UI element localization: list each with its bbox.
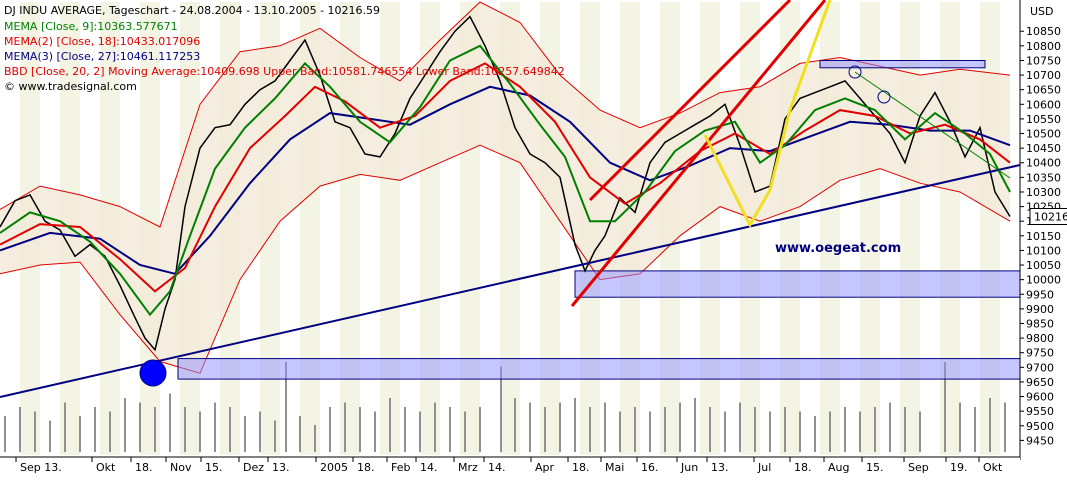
legend-entry: MEMA(2) [Close, 18]:10433.017096 [4, 35, 200, 48]
y-axis-panel [1020, 0, 1067, 480]
x-tick-label: 18. [135, 461, 153, 474]
y-tick-label: 10450 [1026, 142, 1061, 155]
x-tick-label: Jul [757, 461, 771, 474]
y-tick-label: 10800 [1026, 40, 1061, 53]
y-tick-label: 10550 [1026, 113, 1061, 126]
x-tick-label: Sep [908, 461, 929, 474]
long-trendline [0, 164, 1021, 398]
support-zone-upper [574, 270, 1021, 298]
x-tick-label: 13. [711, 461, 729, 474]
x-tick-label: Okt [96, 461, 116, 474]
y-tick-label: 10050 [1026, 259, 1061, 272]
channel-line-upper [588, 0, 792, 202]
x-tick-label: Jun [680, 461, 698, 474]
legend-layer: DJ INDU AVERAGE, Tageschart - 24.08.2004… [4, 4, 565, 93]
y-tick-label: 10150 [1026, 230, 1061, 243]
y-tick-label: 10850 [1026, 25, 1061, 38]
x-tick-label: Apr [535, 461, 555, 474]
x-tick-label: Feb [391, 461, 410, 474]
y-tick-label: 10300 [1026, 186, 1061, 199]
legend-entry: MEMA(3) [Close, 27]:10461.117253 [4, 50, 200, 63]
x-tick-label: 14. [420, 461, 438, 474]
y-tick-label: 9800 [1026, 332, 1054, 345]
bollinger-layer [0, 1, 1011, 374]
support-zone-lower [177, 358, 1021, 380]
y-tick-label: 10700 [1026, 69, 1061, 82]
y-tick-label: 10350 [1026, 171, 1061, 184]
price-line [0, 15, 1011, 352]
y-tick-label: 9900 [1026, 303, 1054, 316]
y-tick-label: 10100 [1026, 244, 1061, 257]
y-tick-label: 10650 [1026, 84, 1061, 97]
y-tick-label: 9450 [1026, 434, 1054, 447]
x-tick-label: 14. [488, 461, 506, 474]
y-tick-label: 10750 [1026, 55, 1061, 68]
legend-entry: MEMA [Close, 9]:10363.577671 [4, 20, 178, 33]
pivot-marker [848, 65, 862, 79]
drawing-layer: www.oegeat.com [0, 0, 1021, 398]
x-axis-panel [0, 457, 1020, 480]
volume-layer [4, 362, 1006, 452]
x-tick-label: 2005 [320, 461, 348, 474]
mema-27-line [0, 85, 1011, 275]
background-stripe [980, 2, 1000, 455]
background-stripe [900, 2, 920, 455]
x-tick-label: Sep 13. [20, 461, 62, 474]
y-tick-label: 10000 [1026, 274, 1061, 287]
legend-entry: BBD [Close, 20, 2] Moving Average:10409.… [4, 65, 565, 78]
series-layer [0, 15, 1011, 352]
x-tick-label: 15. [866, 461, 884, 474]
resistance-zone [819, 60, 986, 69]
y-tick-label: 9550 [1026, 405, 1054, 418]
zone-layer [177, 60, 1021, 380]
pivot-marker [877, 90, 891, 104]
legend-entry: © www.tradesignal.com [4, 80, 137, 93]
y-tick-label: 9700 [1026, 361, 1054, 374]
mema-9-line [0, 44, 1011, 317]
wave-pattern-line [703, 0, 832, 229]
x-tick-label: 18. [794, 461, 812, 474]
y-tick-label: 10400 [1026, 157, 1061, 170]
x-tick-label: Nov [170, 461, 192, 474]
background-stripe [700, 2, 720, 455]
x-tick-label: 19. [950, 461, 968, 474]
y-tick-label: 9600 [1026, 391, 1054, 404]
x-tick-label: 13. [272, 461, 290, 474]
last-price-box [1029, 208, 1067, 225]
bollinger-upper-band [0, 1, 1011, 228]
chart-title: DJ INDU AVERAGE, Tageschart - 24.08.2004… [4, 4, 380, 17]
y-tick-label: 9500 [1026, 420, 1054, 433]
y-tick-label: 9650 [1026, 376, 1054, 389]
y-tick-label: 9750 [1026, 347, 1054, 360]
y-tick-label: 10600 [1026, 98, 1061, 111]
x-tick-label: Mrz [458, 461, 478, 474]
x-tick-label: 16. [641, 461, 659, 474]
x-tick-label: 18. [357, 461, 375, 474]
y-tick-label: 9850 [1026, 318, 1054, 331]
x-tick-label: 18. [572, 461, 590, 474]
x-tick-label: Mai [605, 461, 624, 474]
x-tick-label: Okt [983, 461, 1003, 474]
watermark-text: www.oegeat.com [775, 241, 901, 256]
channel-line-lower [570, 0, 827, 307]
x-tick-label: 15. [205, 461, 223, 474]
currency-label: USD [1030, 5, 1054, 18]
downtrend-line [854, 71, 1011, 179]
y-tick-label: 9950 [1026, 288, 1054, 301]
last-price-label: 10216. [1034, 211, 1067, 224]
bollinger-band-fill [0, 2, 1010, 374]
y-tick-label: 10500 [1026, 128, 1061, 141]
bollinger-lower-band [0, 144, 1011, 374]
low-marker [139, 359, 167, 387]
x-tick-label: Dez [243, 461, 264, 474]
x-tick-label: Aug [828, 461, 849, 474]
